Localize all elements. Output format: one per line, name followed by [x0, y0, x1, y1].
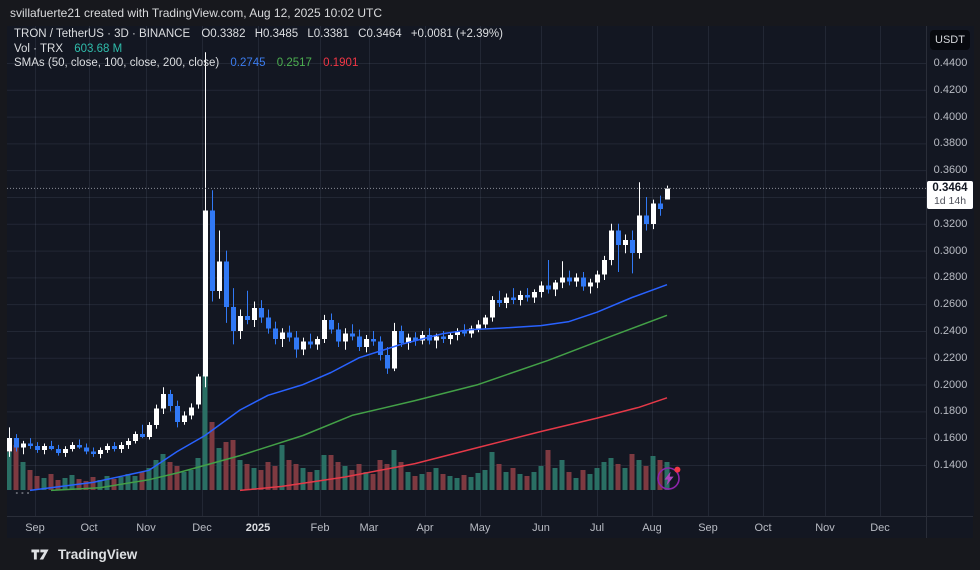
- time-tick-label: Mar: [359, 522, 379, 534]
- time-tick-label: Nov: [815, 522, 835, 534]
- ohlc-open-value: O0.3382: [201, 28, 246, 40]
- sma-label: SMAs (50, close, 100, close, 200, close): [14, 57, 220, 69]
- flash-circle: [657, 467, 680, 490]
- attribution-text: svillafuerte21 created with TradingView.…: [10, 6, 382, 20]
- time-axis[interactable]: Sep Oct Nov Dec 2025 Feb Mar Apr May Jun Jul Aug Sep…: [7, 516, 973, 539]
- sma200-value: 0.1901: [323, 57, 359, 69]
- price-tick-label: 0.4400: [933, 56, 968, 69]
- ohlc-high-value: H0.3485: [254, 28, 299, 40]
- time-tick-label: Dec: [870, 522, 890, 534]
- price-tick-label: 0.3200: [933, 217, 968, 230]
- price-tick-label: 0.2200: [933, 351, 968, 364]
- price-tick-label: 0.2800: [933, 271, 968, 284]
- time-tick-label: Dec: [192, 522, 212, 534]
- volume-legend-row: Vol · TRX 603.68 M: [14, 42, 503, 57]
- chart-widget: TRON / TetherUS · 3D · BINANCE O0.3382 H…: [7, 26, 974, 539]
- time-tick-label: Sep: [698, 522, 718, 534]
- time-tick-label: Aug: [642, 522, 662, 534]
- chart-legend: TRON / TetherUS · 3D · BINANCE O0.3382 H…: [14, 27, 503, 71]
- price-tick-label: 0.4000: [933, 110, 968, 123]
- red-notification-dot: [674, 466, 681, 473]
- price-tick-label: 0.3800: [933, 137, 968, 150]
- more-indicators-ellipsis[interactable]: ...: [15, 482, 32, 497]
- last-price-tag: 0.3464 1d 14h: [927, 181, 973, 210]
- price-tick-label: 0.2400: [933, 324, 968, 337]
- volume-label: Vol · TRX: [14, 42, 63, 55]
- time-tick-label: Feb: [310, 522, 330, 534]
- ohlc-low-value: L0.3381: [307, 28, 349, 40]
- lightning-bolt-icon: [664, 471, 674, 486]
- symbol-legend-row: TRON / TetherUS · 3D · BINANCE O0.3382 H…: [14, 27, 503, 42]
- currency-toggle-button[interactable]: USDT: [930, 30, 970, 50]
- time-tick-label: May: [469, 522, 491, 534]
- sma50-value: 0.2745: [230, 57, 266, 69]
- time-tick-label: Sep: [25, 522, 45, 534]
- price-scale[interactable]: USDT 0.44000.42000.40000.38000.36000.340…: [926, 26, 974, 516]
- last-price-value: 0.3464: [932, 182, 968, 195]
- price-chart[interactable]: [7, 26, 926, 516]
- change-value: +0.0081 (+2.39%): [410, 28, 503, 40]
- price-tick-label: 0.2000: [933, 378, 968, 391]
- sma-legend-row: SMAs (50, close, 100, close, 200, close)…: [14, 56, 503, 71]
- price-tick-label: 0.3000: [933, 244, 968, 257]
- price-tick-label: 0.2600: [933, 298, 968, 311]
- time-tick-label: Oct: [80, 522, 98, 534]
- price-tick-label: 0.4200: [933, 83, 968, 96]
- volume-value: 603.68 M: [74, 42, 123, 55]
- time-tick-label: Jun: [532, 522, 550, 534]
- tradingview-brand-text: TradingView: [58, 546, 138, 562]
- time-tick-label: 2025: [245, 522, 271, 534]
- time-tick-label: Apr: [416, 522, 434, 534]
- price-tick-label: 0.1600: [933, 432, 968, 445]
- price-tick-label: 0.3600: [933, 164, 968, 177]
- flash-events-icon[interactable]: [655, 464, 683, 492]
- time-tick-label: Jul: [589, 522, 605, 534]
- time-tick-label: Oct: [754, 522, 772, 534]
- bar-countdown: 1d 14h: [933, 195, 967, 208]
- price-tick-label: 0.1400: [933, 458, 968, 471]
- time-tick-label: Nov: [136, 522, 156, 534]
- tradingview-link[interactable]: TradingView: [30, 543, 137, 565]
- ohlc-close-value: C0.3464: [358, 28, 402, 40]
- price-tick-label: 0.1800: [933, 405, 968, 418]
- tradingview-logo-icon: [31, 549, 49, 559]
- axis-corner-divider: [926, 516, 927, 538]
- sma100-value: 0.2517: [276, 57, 312, 69]
- symbol-title: TRON / TetherUS · 3D · BINANCE: [14, 28, 191, 40]
